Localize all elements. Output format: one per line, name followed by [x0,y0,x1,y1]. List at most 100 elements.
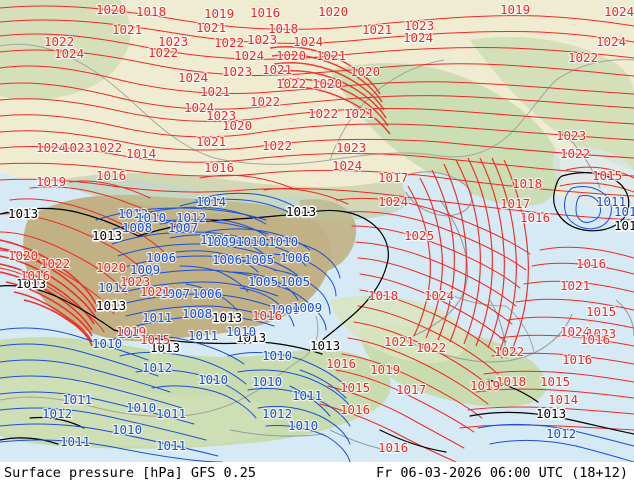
svg-text:1022: 1022 [40,256,70,271]
svg-text:1014: 1014 [196,194,226,209]
svg-text:1013: 1013 [16,276,46,291]
svg-text:1022: 1022 [250,94,280,109]
svg-text:1013: 1013 [16,276,46,291]
isobars-east-gradient [407,157,529,351]
svg-text:1008: 1008 [182,306,212,321]
svg-text:1019: 1019 [36,174,66,189]
svg-text:1023: 1023 [247,32,277,47]
svg-text:1016: 1016 [378,440,408,455]
svg-text:1015: 1015 [540,374,570,389]
svg-text:1005: 1005 [248,274,278,289]
svg-text:1005: 1005 [200,232,230,247]
svg-text:1019: 1019 [204,6,234,21]
svg-text:1010: 1010 [262,348,292,363]
svg-text:1011: 1011 [62,392,92,407]
svg-text:1021: 1021 [560,278,590,293]
surface-pressure-map[interactable]: 1020 1020 1018 1018 1019 1019 1016 1016 1020 1020… [0,0,634,462]
svg-text:1013: 1013 [150,340,180,355]
svg-text:1013: 1013 [536,406,566,421]
svg-text:1010: 1010 [262,348,292,363]
svg-text:1023: 1023 [120,274,150,289]
svg-text:1010: 1010 [288,418,318,433]
svg-text:1021: 1021 [362,22,392,37]
svg-text:1010: 1010 [136,210,166,225]
svg-text:1022: 1022 [148,45,178,60]
svg-text:1024: 1024 [36,140,66,155]
footer-product-label: Surface pressure [hPa] GFS 0.25 [4,465,256,481]
svg-text:1017: 1017 [500,196,530,211]
svg-text:1015: 1015 [592,168,622,183]
svg-text:1014: 1014 [196,194,226,209]
svg-text:1024: 1024 [36,140,66,155]
svg-text:1016: 1016 [250,5,280,20]
svg-text:1006: 1006 [280,250,310,265]
svg-text:1021: 1021 [196,20,226,35]
svg-text:1016: 1016 [20,268,50,283]
svg-text:1021: 1021 [112,22,142,37]
svg-text:1022: 1022 [92,140,122,155]
svg-text:1021: 1021 [344,106,374,121]
svg-text:1011: 1011 [118,326,148,341]
svg-text:1019: 1019 [500,2,530,17]
svg-text:1022: 1022 [276,76,306,91]
svg-text:1022: 1022 [416,340,446,355]
svg-text:1014: 1014 [126,146,156,161]
svg-text:1020: 1020 [312,76,342,91]
svg-text:1022: 1022 [276,76,306,91]
svg-text:1024: 1024 [604,4,634,19]
svg-text:1010: 1010 [198,372,228,387]
svg-text:1024: 1024 [332,158,362,173]
svg-text:1021: 1021 [196,134,226,149]
svg-text:1022: 1022 [568,50,598,65]
svg-text:1010: 1010 [252,374,282,389]
svg-text:1021: 1021 [316,48,346,63]
svg-text:1013: 1013 [236,330,266,345]
svg-text:1005: 1005 [280,274,310,289]
svg-text:1015: 1015 [340,380,370,395]
svg-text:1009: 1009 [292,300,322,315]
svg-text:1024: 1024 [54,46,84,61]
svg-text:1022: 1022 [44,34,74,49]
svg-text:1016: 1016 [520,210,550,225]
svg-text:1011: 1011 [156,406,186,421]
svg-text:1012: 1012 [614,204,634,219]
svg-text:1011: 1011 [188,328,218,343]
svg-text:1021: 1021 [384,334,414,349]
svg-text:1024: 1024 [184,100,214,115]
svg-text:1011: 1011 [60,434,90,449]
svg-text:1011: 1011 [156,438,186,453]
svg-text:1016: 1016 [576,256,606,271]
svg-text:1020: 1020 [318,4,348,19]
